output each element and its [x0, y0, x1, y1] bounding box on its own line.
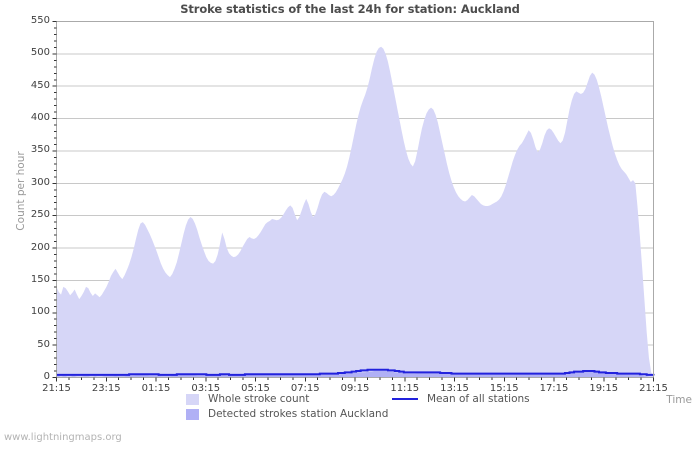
x-tick-label: 03:15: [191, 382, 221, 394]
x-tick-label: 19:15: [589, 382, 619, 394]
y-tick-label: 0: [43, 371, 50, 382]
x-axis-label: Time: [666, 394, 692, 406]
legend-item-detected-strokes[interactable]: Detected strokes station Auckland: [186, 408, 388, 420]
legend-label-detected-strokes: Detected strokes station Auckland: [208, 408, 389, 420]
x-tick-label: 23:15: [91, 382, 121, 394]
y-tick-label: 450: [30, 79, 50, 91]
site-watermark: www.lightningmaps.org: [4, 432, 122, 443]
x-tick-label: 21:15: [42, 382, 71, 394]
line-mean-of-all-stations: [56, 368, 655, 376]
y-tick-label: 100: [30, 306, 50, 318]
y-tick-label: 500: [30, 47, 50, 59]
legend-swatch-detected-strokes: [186, 408, 199, 420]
legend-swatch-mean-of-all-stations: [392, 394, 418, 405]
x-tick-label: 17:15: [539, 382, 569, 394]
x-tick-label: 05:15: [241, 382, 270, 394]
x-tick-label: 15:15: [489, 382, 519, 394]
x-tick-label: 07:15: [290, 382, 320, 394]
legend-label-mean-of-all-stations: Mean of all stations: [427, 393, 530, 405]
y-tick-label: 300: [30, 176, 50, 188]
chart-title: Stroke statistics of the last 24h for st…: [180, 2, 520, 16]
y-tick-label: 350: [30, 144, 50, 156]
x-tick-label: 11:15: [390, 382, 420, 394]
x-tick-label: 09:15: [340, 382, 370, 394]
y-tick-label: 400: [30, 112, 50, 124]
chart-legend: Whole stroke count Detected strokes stat…: [0, 392, 700, 426]
y-tick-label: 150: [30, 273, 50, 285]
y-tick-label: 200: [30, 241, 50, 253]
y-tick-label: 50: [37, 338, 50, 350]
x-tick-label: 21:15: [639, 382, 668, 394]
legend-swatch-whole-stroke-count: [186, 393, 199, 405]
legend-item-whole-stroke-count[interactable]: Whole stroke count: [186, 393, 309, 405]
area-whole-stroke-count: [56, 46, 654, 378]
x-tick-label: 13:15: [440, 382, 469, 394]
y-tick-label: 550: [30, 15, 50, 26]
legend-label-whole-stroke-count: Whole stroke count: [208, 393, 310, 405]
legend-item-mean-of-all-stations[interactable]: Mean of all stations: [392, 393, 530, 405]
x-tick-label: 01:15: [141, 382, 171, 394]
y-tick-label: 250: [30, 209, 50, 221]
